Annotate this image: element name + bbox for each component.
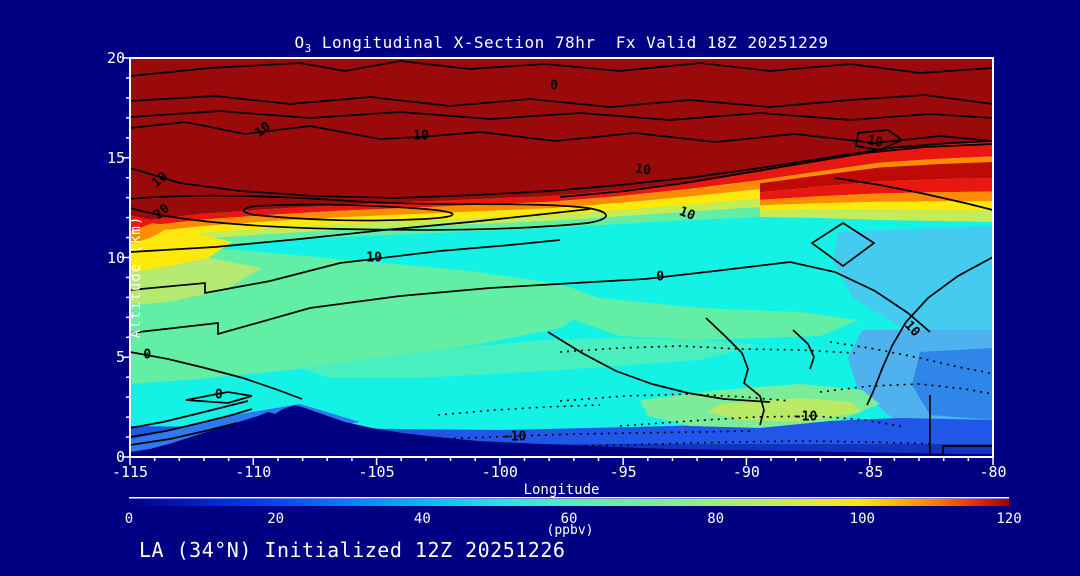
contour-line [547, 331, 771, 403]
y-tick-label: 15 [106, 148, 125, 167]
init-info-text: LA (34°N) Initialized 12Z 20251226 [139, 538, 566, 562]
contour-line [866, 256, 993, 406]
y-tick-label: 5 [115, 348, 125, 367]
x-tick-label: -80 [979, 463, 1007, 481]
contour-label: 0 [143, 347, 152, 363]
contour-line [185, 391, 253, 404]
fill-region [833, 226, 993, 330]
contour-line [130, 94, 993, 108]
contour-line [792, 329, 815, 370]
colorbar-tick-label: 60 [560, 511, 578, 527]
colorbar-top-edge [129, 497, 1009, 499]
transition-band [130, 142, 993, 228]
fill-region [575, 298, 858, 340]
contour-line-dotted [819, 383, 993, 395]
x-tick-label: -105 [358, 463, 395, 481]
contour-line [130, 60, 993, 77]
contour-line [130, 110, 993, 121]
colorbar-tick-label: 100 [849, 511, 875, 527]
contour-line [130, 261, 931, 336]
y-tick-label: 0 [115, 448, 125, 466]
contour-line-dotted [619, 415, 906, 428]
contour-line [242, 203, 454, 222]
contour-label: 10 [865, 132, 884, 151]
x-tick-label: -100 [481, 463, 518, 481]
title-species-subscript: 3 [304, 42, 312, 55]
colorbar-units-label: (ppbv) [546, 523, 594, 538]
warm-blob [130, 215, 158, 231]
plot-area [130, 58, 993, 457]
transition-band [130, 156, 993, 235]
axis-ticks [122, 57, 994, 465]
x-tick-label: -95 [609, 463, 637, 481]
contour-line-dotted [559, 345, 856, 354]
contour-line [942, 445, 993, 455]
colorbar-tick-label: 20 [267, 511, 285, 527]
colorbar-tick-label: 120 [996, 511, 1022, 527]
y-tick-label: 10 [106, 248, 125, 267]
terrain-silhouette [130, 405, 993, 457]
contour-line [130, 208, 591, 253]
contour-label: 0 [214, 387, 223, 403]
contour-label: 10 [413, 128, 429, 144]
x-tick-label: -85 [856, 463, 884, 481]
fill-region [130, 243, 605, 384]
contour-line-dotted [559, 393, 791, 402]
contour-line [130, 400, 249, 429]
y-tick-label: 20 [106, 49, 125, 67]
streak-band [760, 201, 993, 211]
contour-line-dotted [584, 440, 936, 447]
x-tick-label: -90 [732, 463, 760, 481]
title-species: O [294, 33, 305, 52]
contour-line [130, 239, 561, 295]
contour-label: 0 [550, 78, 559, 94]
page-title: O3 Longitudinal X-Section 78hr Fx Valid … [130, 33, 993, 55]
contour-label: 10 [634, 161, 652, 179]
contour-line [705, 317, 765, 426]
y-axis-label: Altitude (km) [127, 215, 144, 339]
x-tick-label: -110 [235, 463, 272, 481]
contour-line [130, 121, 993, 144]
streak-band [760, 210, 993, 222]
streak-band [760, 191, 993, 206]
contour-label: 0 [656, 269, 665, 285]
colorbar-tick-label: 80 [707, 511, 725, 527]
colorbar-tick-label: 40 [413, 511, 431, 527]
contour-label: -10 [502, 429, 527, 445]
x-axis-label: Longitude [523, 482, 600, 498]
contour-line [810, 221, 876, 268]
contour-line [130, 408, 253, 438]
contour-line [834, 177, 993, 211]
streak-band [760, 162, 993, 193]
contour-line [130, 351, 303, 400]
contour-line-dotted [437, 404, 601, 416]
fill-region [300, 338, 760, 378]
contour-label: 10 [366, 250, 382, 265]
colorbar-tick-label: 0 [124, 511, 134, 527]
colorbar-gradient [129, 499, 1009, 506]
x-tick-label: -115 [111, 463, 149, 481]
contour-line [559, 143, 993, 198]
contour-line [130, 422, 238, 446]
streak-band [760, 178, 993, 200]
contour-label: -10 [793, 409, 818, 425]
title-text: Longitudinal X-Section 78hr Fx Valid 18Z… [311, 33, 829, 52]
contour-line [855, 129, 904, 151]
contour-line [130, 194, 607, 231]
fill-region [912, 348, 993, 420]
